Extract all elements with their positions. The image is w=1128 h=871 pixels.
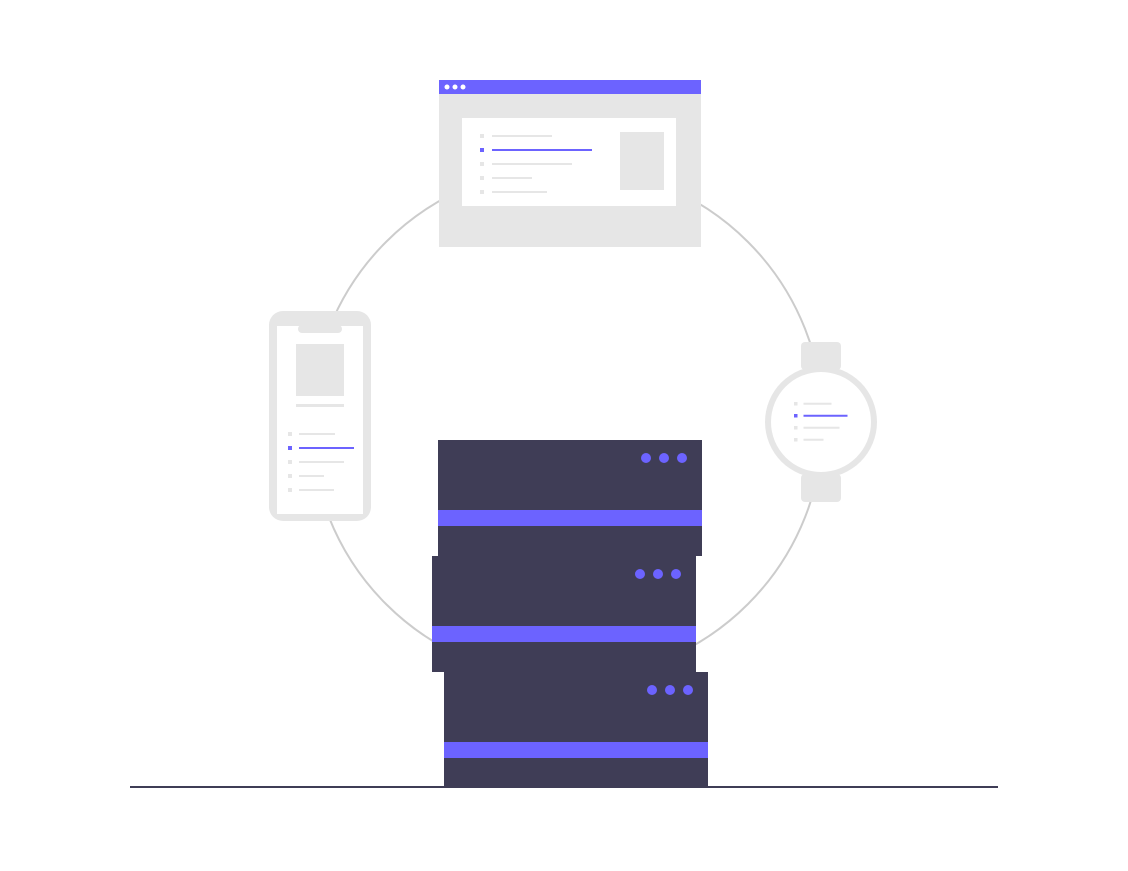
window-control-dot [453,85,458,90]
server-stack-icon [432,440,708,788]
list-line [492,177,532,179]
list-bullet [480,148,484,152]
smartphone-icon [269,311,371,521]
browser-window-icon [439,80,701,247]
list-bullet [480,176,484,180]
diagram-svg [0,0,1128,871]
list-line [804,427,840,429]
list-bullet [794,426,798,430]
list-line [492,163,572,165]
list-line [492,191,547,193]
image-placeholder [296,344,344,396]
window-control-dot [445,85,450,90]
list-bullet [794,402,798,406]
server-unit [444,672,708,788]
watch-band-top [801,342,841,370]
list-line [804,439,824,441]
list-bullet [288,488,292,492]
image-placeholder [620,132,664,190]
server-status-led [659,453,669,463]
list-bullet [288,446,292,450]
window-control-dot [461,85,466,90]
list-bullet [288,460,292,464]
list-line [299,475,324,477]
list-line [492,135,552,137]
list-bullet [288,474,292,478]
list-line [299,433,335,435]
browser-titlebar [439,80,701,94]
list-bullet [288,432,292,436]
list-bullet [794,438,798,442]
watch-face [771,372,871,472]
list-bullet [480,190,484,194]
server-unit [438,440,702,556]
server-status-led [683,685,693,695]
server-accent-bar [438,510,702,526]
server-status-led [677,453,687,463]
watch-band-bottom [801,474,841,502]
server-cluster-diagram [0,0,1128,871]
server-status-led [653,569,663,579]
list-line [804,403,832,405]
server-unit [432,556,696,672]
phone-notch [298,311,342,319]
server-accent-bar [444,742,708,758]
list-line [804,415,848,417]
divider-line [296,404,344,407]
list-line [299,461,344,463]
server-status-led [641,453,651,463]
list-bullet [480,134,484,138]
list-line [492,149,592,151]
server-status-led [665,685,675,695]
server-accent-bar [432,626,696,642]
list-bullet [480,162,484,166]
list-line [299,447,354,449]
smartwatch-icon [765,342,877,502]
server-status-led [647,685,657,695]
server-status-led [671,569,681,579]
list-line [299,489,334,491]
list-bullet [794,414,798,418]
server-status-led [635,569,645,579]
